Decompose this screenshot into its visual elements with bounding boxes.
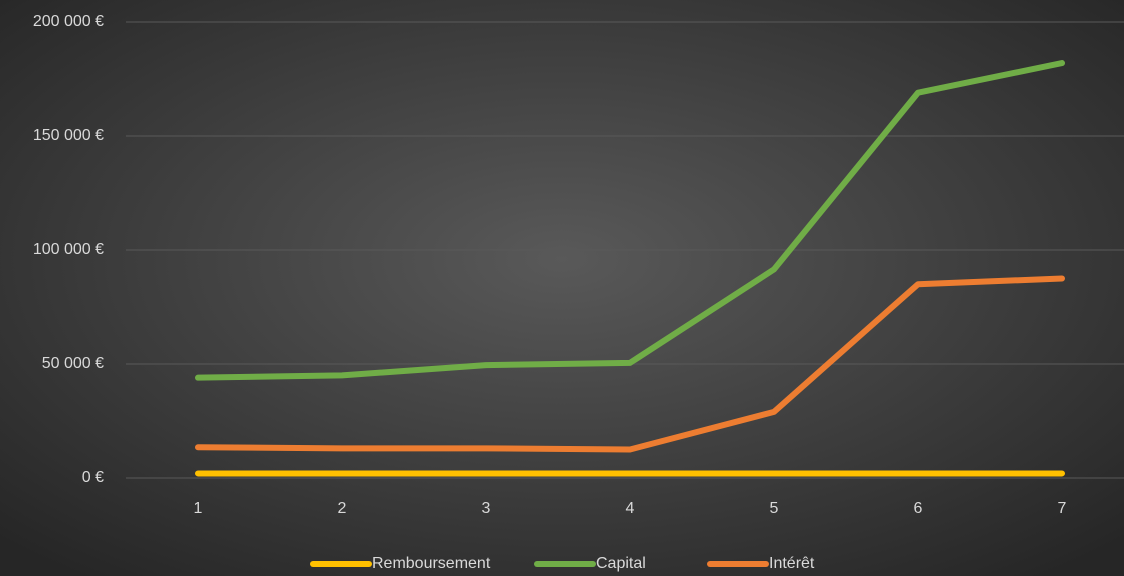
x-tick-label: 3 (482, 500, 491, 517)
legend-label: Capital (596, 555, 646, 572)
x-tick-label: 7 (1058, 500, 1067, 517)
x-tick-label: 1 (194, 500, 203, 517)
x-tick-label: 5 (770, 500, 779, 517)
y-tick-label: 150 000 € (33, 127, 104, 144)
series-line (195, 60, 1065, 381)
y-tick-label: 50 000 € (42, 355, 104, 372)
x-tick-label: 6 (914, 500, 923, 517)
legend-label: Intérêt (769, 555, 815, 572)
x-tick-label: 4 (626, 500, 635, 517)
legend-label: Remboursement (372, 555, 491, 572)
series-line (195, 275, 1065, 453)
y-tick-label: 100 000 € (33, 241, 104, 258)
x-tick-label: 2 (338, 500, 347, 517)
y-tick-label: 0 € (82, 469, 104, 486)
y-tick-label: 200 000 € (33, 13, 104, 30)
